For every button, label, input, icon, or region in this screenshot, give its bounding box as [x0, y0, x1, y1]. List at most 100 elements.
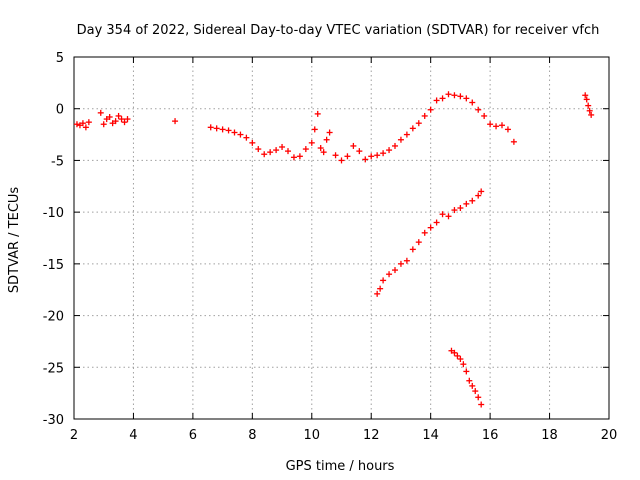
- data-point-segment-4: [386, 147, 393, 154]
- data-point-segment-4: [457, 93, 464, 100]
- data-point-segment-4: [392, 142, 398, 149]
- data-point-segment-4: [279, 143, 286, 150]
- data-point-segment-4: [368, 153, 375, 160]
- data-point-segment-7: [472, 388, 479, 395]
- data-point-segment-7: [469, 382, 476, 389]
- data-point-segment-4: [493, 123, 500, 130]
- x-tick-label: 4: [129, 428, 137, 443]
- plot-frame: [73, 56, 610, 420]
- data-point-segment-7: [451, 349, 458, 356]
- data-point-segment-7: [466, 377, 473, 384]
- data-point-segment-1: [79, 120, 86, 127]
- x-tick-label: 20: [601, 428, 618, 443]
- data-point-segment-7: [463, 368, 470, 375]
- data-point-segment-1: [82, 124, 89, 131]
- data-point-segment-6: [475, 192, 482, 199]
- data-point-segment-4: [273, 147, 280, 154]
- data-point-segment-4: [302, 146, 309, 153]
- data-point-segment-4: [356, 148, 363, 155]
- data-point-segment-4: [231, 129, 238, 136]
- data-point-segment-4: [380, 150, 387, 157]
- data-point-segment-4: [403, 131, 410, 138]
- x-tick-label: 18: [541, 428, 558, 443]
- data-point-segment-2: [112, 118, 119, 125]
- data-point-segment-7: [457, 356, 464, 363]
- x-axis-label: GPS time / hours: [286, 459, 395, 474]
- grid: [74, 57, 609, 419]
- data-point-segment-4: [314, 110, 321, 117]
- data-point-segment-4: [243, 134, 250, 141]
- y-tick-label: -5: [51, 154, 64, 169]
- data-point-segment-6: [427, 224, 434, 231]
- data-point-segment-6: [403, 257, 410, 264]
- data-point-segment-2: [100, 121, 107, 128]
- data-point-segment-4: [451, 92, 458, 99]
- data-point-segment-4: [225, 127, 232, 134]
- chart-title: Day 354 of 2022, Sidereal Day-to-day VTE…: [77, 23, 600, 38]
- data-point-segment-4: [237, 131, 244, 138]
- data-point-segment-6: [439, 211, 446, 218]
- data-point-segment-4: [317, 145, 324, 152]
- data-point-segment-6: [386, 271, 393, 278]
- data-point-segment-7: [478, 401, 485, 408]
- data-point-segment-4: [308, 139, 315, 146]
- data-point-segment-7: [475, 394, 482, 401]
- data-point-segment-4: [397, 136, 404, 143]
- data-point-segment-4: [362, 156, 369, 163]
- data-point-segment-4: [326, 129, 333, 136]
- data-point-segment-4: [481, 112, 488, 119]
- data-point-segment-4: [290, 154, 297, 161]
- data-point-segment-4: [344, 153, 351, 160]
- data-point-segment-2: [97, 109, 104, 116]
- axis-ticks: 2 4 6 8 10 12 14 16 18 20 5 0 -5 -10 -15 -20 -25 -30: [43, 51, 618, 443]
- data-point-segment-4: [249, 139, 256, 146]
- data-point-segment-4: [510, 138, 517, 145]
- data-point-segment-4: [445, 91, 452, 98]
- data-point-segment-3: [172, 118, 179, 125]
- data-point-segment-5: [586, 107, 593, 114]
- y-tick-label: -25: [43, 361, 64, 376]
- data-point-segment-6: [377, 285, 384, 292]
- data-point-segment-6: [392, 267, 398, 274]
- x-tick-label: 2: [70, 428, 78, 443]
- data-point-segment-4: [207, 124, 214, 131]
- data-point-segment-4: [421, 112, 428, 119]
- y-tick-label: -20: [43, 310, 64, 325]
- data-point-segment-6: [433, 219, 440, 226]
- data-point-segment-7: [454, 352, 461, 359]
- data-point-segment-4: [323, 136, 330, 143]
- data-point-segment-4: [433, 97, 440, 104]
- data-point-segment-4: [255, 146, 262, 153]
- data-point-segment-5: [588, 111, 595, 118]
- data-point-segment-1: [73, 121, 80, 128]
- data-point-segment-6: [445, 213, 452, 220]
- data-point-segment-6: [409, 246, 416, 253]
- data-point-segment-4: [350, 142, 357, 149]
- data-point-segment-6: [451, 207, 458, 214]
- data-point-segment-4: [499, 122, 505, 129]
- x-tick-label: 10: [304, 428, 321, 443]
- data-point-segment-4: [267, 149, 274, 156]
- data-point-segment-5: [585, 102, 592, 109]
- data-point-segment-4: [487, 121, 494, 128]
- data-point-segment-7: [460, 361, 467, 368]
- data-point-segment-4: [261, 151, 268, 158]
- y-tick-label: -15: [43, 258, 64, 273]
- data-point-segment-4: [463, 95, 470, 102]
- data-point-segment-4: [285, 148, 291, 155]
- data-point-segment-2: [124, 116, 131, 123]
- data-point-segment-4: [415, 120, 422, 127]
- data-point-segment-6: [374, 290, 381, 297]
- data-point-segment-4: [409, 125, 416, 132]
- data-point-segment-1: [85, 119, 92, 126]
- x-tick-label: 8: [248, 428, 256, 443]
- data-point-segment-4: [427, 106, 434, 113]
- data-point-segment-2: [121, 119, 128, 126]
- data-point-segment-4: [320, 149, 327, 156]
- y-tick-label: 0: [56, 103, 64, 118]
- data-point-segment-4: [338, 157, 345, 164]
- data-point-segment-6: [469, 197, 476, 204]
- y-tick-label: -10: [43, 206, 64, 221]
- x-tick-label: 12: [363, 428, 380, 443]
